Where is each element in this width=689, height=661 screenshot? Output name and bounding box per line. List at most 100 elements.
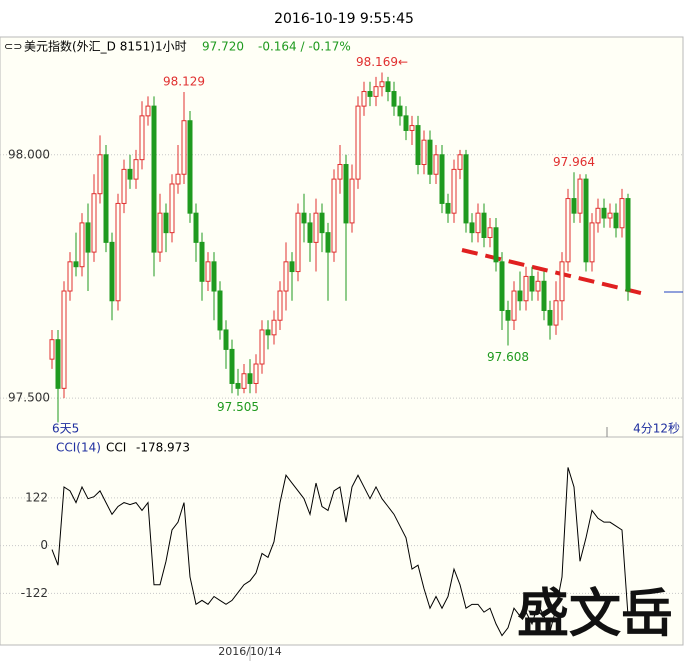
candle-body <box>127 168 133 180</box>
candle-body <box>307 222 313 243</box>
plot-frame <box>0 36 684 646</box>
candle-body <box>559 261 565 302</box>
candle-body <box>367 91 373 97</box>
candle-body <box>325 232 331 253</box>
candle-body <box>577 178 583 214</box>
candle-body <box>85 222 91 253</box>
candle-body <box>151 105 157 253</box>
legend-last: 97.720 <box>202 40 244 54</box>
candle-body <box>217 290 223 331</box>
price-annotation: 98.169← <box>356 55 408 69</box>
candle-body <box>115 202 121 302</box>
candle-body <box>571 198 577 214</box>
candle-body <box>589 222 595 263</box>
x-label-right: 4分12秒 <box>633 422 680 436</box>
candle-body <box>505 309 511 321</box>
candle-body <box>361 91 367 107</box>
candle-body <box>271 319 277 336</box>
x-label-left: 6天5 <box>52 422 79 436</box>
candle-body <box>529 275 535 292</box>
candle-body <box>553 300 559 326</box>
candle-body <box>73 261 79 268</box>
candle-body <box>229 348 235 384</box>
candle-body <box>373 86 379 97</box>
candle-body <box>193 212 199 243</box>
candle-body <box>199 241 205 282</box>
candle-body <box>385 81 391 93</box>
legend-name: 美元指数(外汇_D 8151)1小时 <box>24 39 187 54</box>
candle-body <box>493 227 499 263</box>
candle-body <box>379 81 385 88</box>
cci-value: -178.973 <box>136 441 190 455</box>
candle-body <box>295 212 301 273</box>
y-tick-label: 97.500 <box>8 391 50 405</box>
candle-body <box>319 212 325 234</box>
y-tick-label: 98.000 <box>8 147 50 161</box>
candle-body <box>277 290 283 321</box>
price-annotation: 97.608 <box>487 350 529 364</box>
candle-body <box>67 261 73 292</box>
legend-icon: ⊂⊃ <box>4 40 22 53</box>
candle-body <box>205 261 211 282</box>
candle-body <box>421 139 427 166</box>
candle-body <box>475 212 481 234</box>
price-annotation: 97.964 <box>553 155 595 169</box>
header-time: 2016-10-19 9:55:45 <box>274 11 414 27</box>
price-annotation: 97.505 <box>217 400 259 414</box>
candle-body <box>91 193 97 253</box>
trend-line <box>461 248 646 296</box>
candle-body <box>289 261 295 273</box>
candle-body <box>583 178 589 263</box>
candle-body <box>259 329 265 365</box>
candle-body <box>61 290 67 389</box>
candle-body <box>457 154 463 170</box>
candle-body <box>355 105 361 180</box>
candle-body <box>331 178 337 253</box>
candle-body <box>451 168 457 214</box>
candle-body <box>181 120 187 175</box>
candle-body <box>265 329 271 336</box>
candle-body <box>349 178 355 224</box>
candle-body <box>547 309 553 326</box>
candle-body <box>499 261 505 311</box>
candle-body <box>157 212 163 253</box>
candle-body <box>241 373 247 389</box>
candle-body <box>523 275 529 302</box>
y-tick-label: 122 <box>25 490 48 504</box>
cci-line <box>51 467 629 637</box>
candle-body <box>445 202 451 214</box>
candle-body <box>247 373 253 384</box>
candle-body <box>613 212 619 229</box>
candle-body <box>253 363 259 384</box>
candle-body <box>97 154 103 195</box>
candle-body <box>625 198 631 292</box>
candle-body <box>469 222 475 234</box>
y-tick-label: 0 <box>40 538 48 552</box>
candle-body <box>391 91 397 107</box>
candle-body <box>235 382 241 389</box>
candle-body <box>481 212 487 238</box>
candle-body <box>103 154 109 243</box>
candle-body <box>49 339 55 360</box>
candle-body <box>163 212 169 234</box>
candle-body <box>187 120 193 214</box>
watermark: 盛文岳 <box>517 584 673 645</box>
candle-body <box>313 212 319 243</box>
candle-body <box>433 154 439 175</box>
candle-body <box>607 212 613 219</box>
candle-body <box>223 329 229 350</box>
candle-body <box>601 207 607 219</box>
candle-body <box>397 105 403 117</box>
cci-series-name: CCI <box>106 441 126 455</box>
candle-body <box>283 261 289 292</box>
candle-body <box>79 222 85 268</box>
candle-body <box>55 339 61 389</box>
candle-body <box>595 207 601 224</box>
candle-body <box>487 227 493 239</box>
candle-body <box>535 280 541 292</box>
cci-title: CCI(14) <box>56 441 101 455</box>
candle-body <box>139 115 145 161</box>
candle-body <box>517 290 523 302</box>
y-tick-label: -122 <box>21 586 48 600</box>
